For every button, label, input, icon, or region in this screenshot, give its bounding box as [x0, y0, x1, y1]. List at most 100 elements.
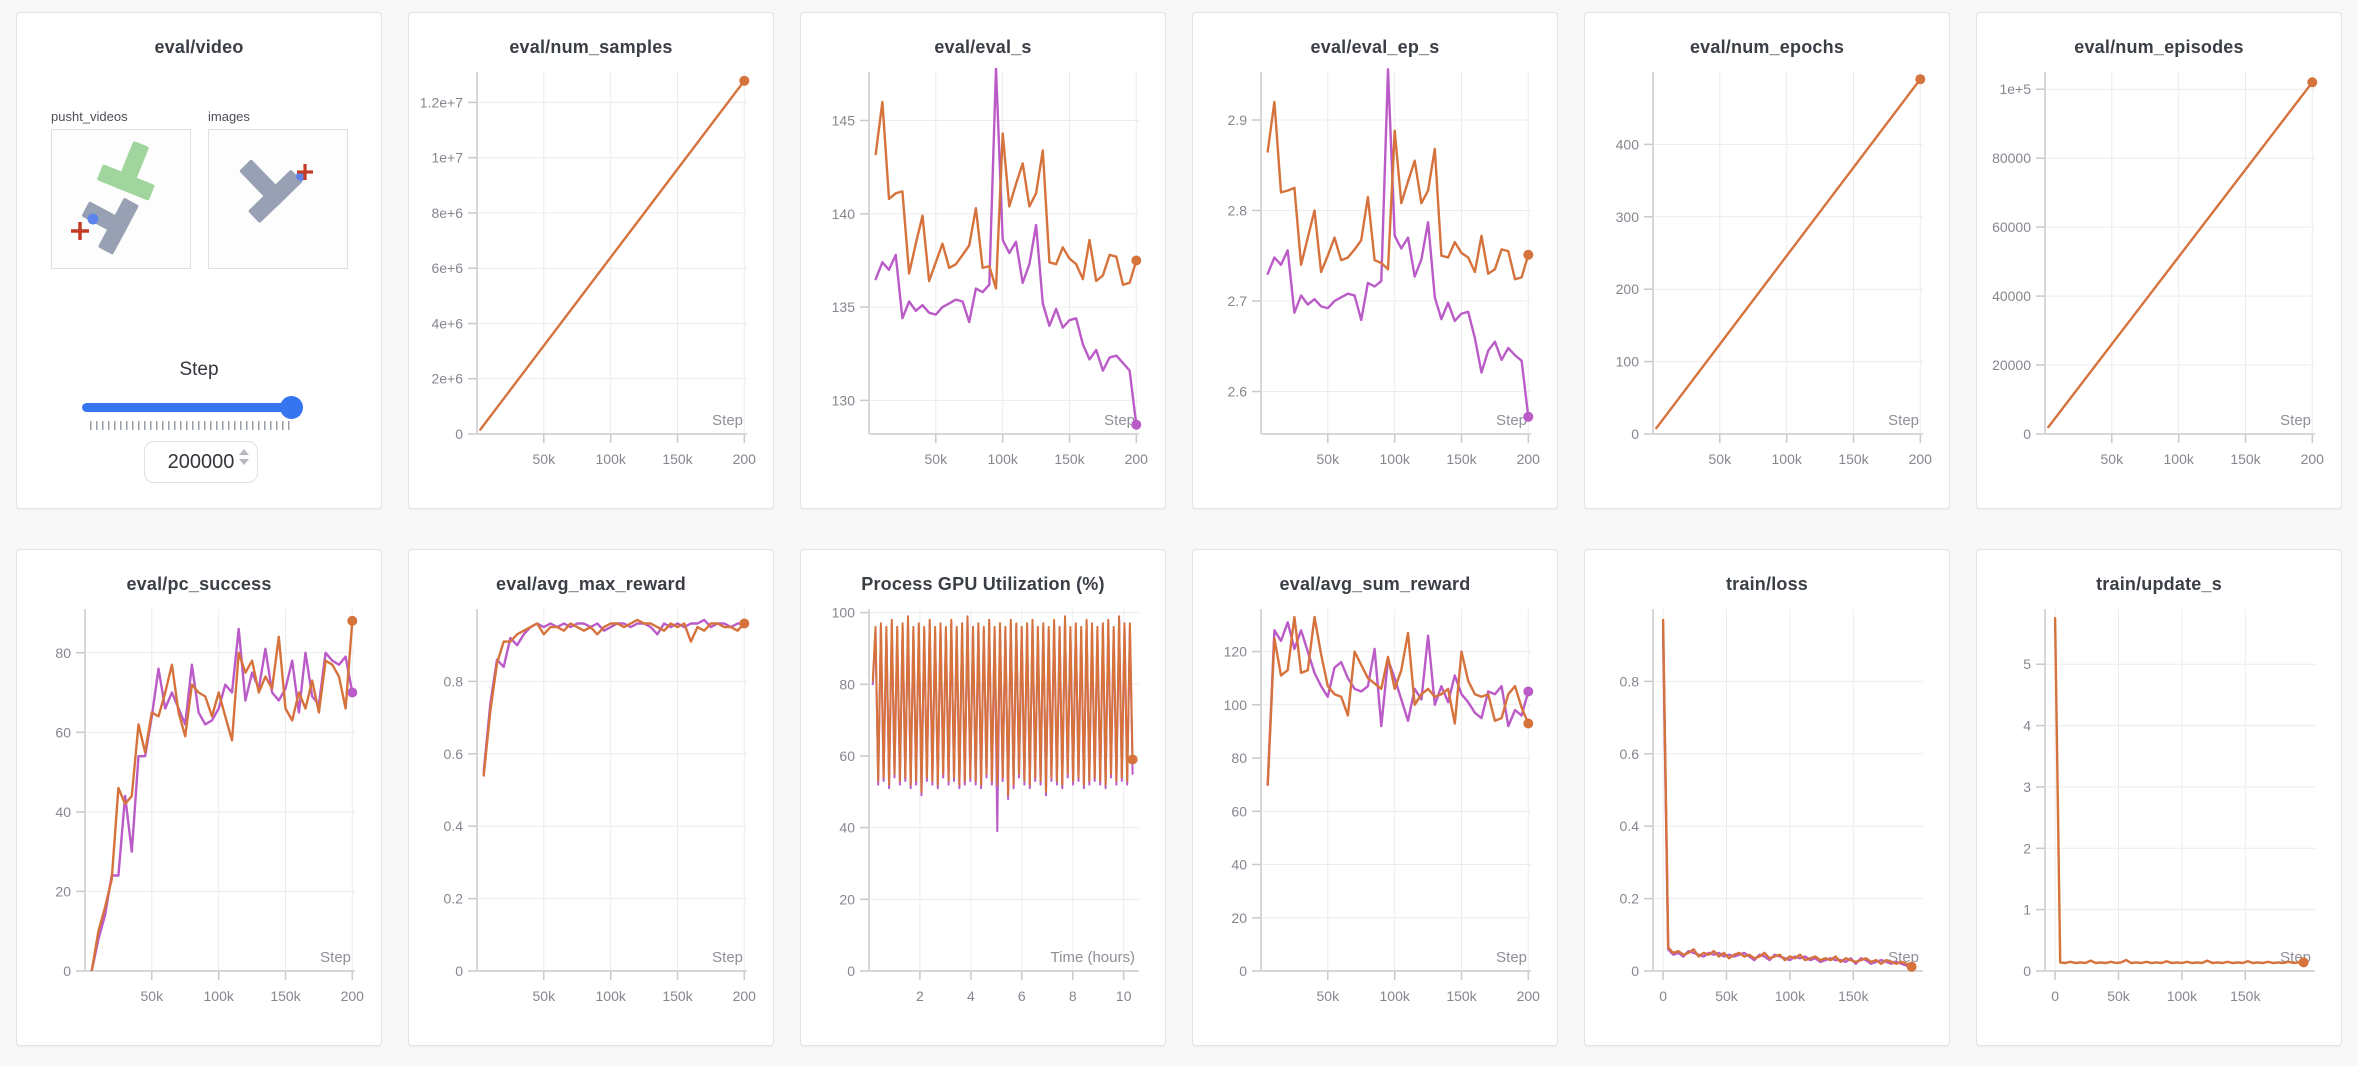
- step-slider[interactable]: [82, 403, 302, 412]
- chart-eval-num-episodes[interactable]: 0 20000 40000 60000 80000 1e+5 50k 100k 150k 200 S…: [1989, 62, 2329, 482]
- svg-text:100k: 100k: [988, 451, 1019, 467]
- svg-text:0.2: 0.2: [444, 891, 464, 907]
- panel-eval-avg-sum-reward[interactable]: eval/avg_sum_reward 0 20 40 60 80 100 120 50k 10…: [1192, 549, 1558, 1046]
- chart-eval-pc-success[interactable]: 0 20 40 60 80 50k 100k 150k 200 Step: [29, 599, 369, 1019]
- svg-text:2: 2: [2023, 840, 2031, 856]
- svg-text:4: 4: [2023, 718, 2031, 734]
- svg-text:Step: Step: [712, 949, 743, 966]
- panel-eval-num-episodes[interactable]: eval/num_episodes 0 20000 40000 60000 80000 1…: [1976, 12, 2342, 509]
- svg-text:200: 200: [2301, 451, 2325, 467]
- chart-eval-num-epochs[interactable]: 0 100 200 300 400 50k 100k 150k 200 Step: [1597, 62, 1937, 482]
- svg-text:130: 130: [832, 392, 856, 408]
- panel-eval-num-samples[interactable]: eval/num_samples 0 2e+6 4e+6 6e+6 8e+6 1e+7 1.…: [408, 12, 774, 509]
- svg-text:150k: 150k: [662, 451, 693, 467]
- svg-text:10: 10: [1116, 988, 1132, 1004]
- panel-train-update-s[interactable]: train/update_s 0 1 2 3 4 5 0 50k 100k 150k Step: [1976, 549, 2342, 1046]
- panel-eval-eval-ep-s[interactable]: eval/eval_ep_s 2.6 2.7 2.8 2.9 50k 100k 150k 20…: [1192, 12, 1558, 509]
- svg-text:50k: 50k: [1317, 988, 1341, 1004]
- chart-eval-avg-sum-reward[interactable]: 0 20 40 60 80 100 120 50k 100k 150k 200 Step: [1205, 599, 1545, 1019]
- step-input-spinner[interactable]: [239, 449, 249, 465]
- video-thumbnail-images[interactable]: [208, 129, 348, 269]
- svg-text:150k: 150k: [662, 988, 693, 1004]
- svg-text:200: 200: [733, 988, 757, 1004]
- pusht-scene-image: [71, 141, 155, 255]
- svg-text:Step: Step: [1888, 412, 1919, 429]
- svg-text:200: 200: [1909, 451, 1933, 467]
- chart-eval-num-samples[interactable]: 0 2e+6 4e+6 6e+6 8e+6 1e+7 1.2e+7 50k 100k 150k 20…: [421, 62, 761, 482]
- svg-text:0: 0: [2023, 426, 2031, 442]
- svg-text:200: 200: [1517, 988, 1541, 1004]
- panel-eval-video[interactable]: eval/video pusht_videos images: [16, 12, 382, 509]
- svg-text:150k: 150k: [1054, 451, 1085, 467]
- chart-eval-eval-ep-s[interactable]: 2.6 2.7 2.8 2.9 50k 100k 150k 200 Step: [1205, 62, 1545, 482]
- svg-text:60000: 60000: [1992, 219, 2031, 235]
- svg-text:80: 80: [1231, 750, 1247, 766]
- svg-text:0.4: 0.4: [1620, 818, 1640, 834]
- panel-train-loss[interactable]: train/loss 0 0.2 0.4 0.6 0.8 0 50k 100k 150k Step: [1584, 549, 1950, 1046]
- chart-title: eval/pc_success: [126, 574, 272, 594]
- svg-text:300: 300: [1616, 209, 1640, 225]
- svg-text:50k: 50k: [141, 988, 165, 1004]
- svg-text:20: 20: [839, 891, 855, 907]
- chart-title: eval/eval_ep_s: [1310, 37, 1440, 57]
- panel-eval-num-epochs[interactable]: eval/num_epochs 0 100 200 300 400 50k 100k 150k…: [1584, 12, 1950, 509]
- svg-text:20000: 20000: [1992, 357, 2031, 373]
- svg-text:150k: 150k: [1446, 451, 1477, 467]
- svg-text:1: 1: [2023, 902, 2031, 918]
- svg-text:40000: 40000: [1992, 288, 2031, 304]
- chart-eval-eval-s[interactable]: 130 135 140 145 50k 100k 150k 200 Step: [813, 62, 1153, 482]
- chart-process-gpu-utilization[interactable]: 0 20 40 60 80 100 2 4 6 8 10 Time (hours): [813, 599, 1153, 1019]
- svg-text:0: 0: [63, 963, 71, 979]
- svg-text:2.9: 2.9: [1228, 112, 1248, 128]
- svg-text:60: 60: [1231, 803, 1247, 819]
- svg-text:1e+7: 1e+7: [431, 150, 463, 166]
- svg-text:2.6: 2.6: [1228, 384, 1248, 400]
- svg-text:100k: 100k: [204, 988, 235, 1004]
- svg-text:150k: 150k: [1838, 988, 1869, 1004]
- chart-title: Process GPU Utilization (%): [861, 574, 1105, 594]
- panel-eval-eval-s[interactable]: eval/eval_s 130 135 140 145 50k 100k 150k 200 St…: [800, 12, 1166, 509]
- pusht-scene-image: [239, 159, 313, 223]
- slider-tick-marks: [90, 421, 290, 430]
- media-key-label-images: images: [208, 109, 250, 124]
- svg-text:50k: 50k: [2101, 451, 2125, 467]
- svg-text:50k: 50k: [533, 988, 557, 1004]
- svg-text:8: 8: [1069, 988, 1077, 1004]
- video-thumbnail-pusht-videos[interactable]: [51, 129, 191, 269]
- chart-title: eval/avg_sum_reward: [1279, 574, 1471, 594]
- svg-text:200: 200: [733, 451, 757, 467]
- panel-eval-avg-max-reward[interactable]: eval/avg_max_reward 0 0.2 0.4 0.6 0.8 50k 100k…: [408, 549, 774, 1046]
- chart-title: eval/eval_s: [934, 37, 1032, 57]
- svg-text:4: 4: [967, 988, 975, 1004]
- svg-text:100k: 100k: [596, 451, 627, 467]
- panel-eval-pc-success[interactable]: eval/pc_success 0 20 40 60 80 50k 100k 150k 200 S…: [16, 549, 382, 1046]
- svg-text:0: 0: [2023, 963, 2031, 979]
- svg-text:0.8: 0.8: [1620, 673, 1640, 689]
- svg-text:100: 100: [832, 605, 856, 621]
- svg-text:100k: 100k: [1380, 451, 1411, 467]
- svg-text:100k: 100k: [1775, 988, 1806, 1004]
- svg-text:135: 135: [832, 299, 856, 315]
- svg-text:2: 2: [916, 988, 924, 1004]
- chart-title: eval/num_epochs: [1689, 37, 1845, 57]
- svg-text:Step: Step: [1496, 949, 1527, 966]
- svg-text:80: 80: [839, 676, 855, 692]
- step-value: 200000: [167, 450, 235, 473]
- svg-text:50k: 50k: [533, 451, 557, 467]
- step-number-input[interactable]: 200000: [144, 441, 258, 483]
- panel-process-gpu-utilization[interactable]: Process GPU Utilization (%) 0 20 40 60 80 100…: [800, 549, 1166, 1046]
- svg-text:0.2: 0.2: [1620, 891, 1640, 907]
- svg-text:140: 140: [832, 206, 856, 222]
- chart-eval-avg-max-reward[interactable]: 0 0.2 0.4 0.6 0.8 50k 100k 150k 200 Step: [421, 599, 761, 1019]
- svg-text:80: 80: [55, 645, 71, 661]
- chart-title: eval/num_samples: [509, 37, 673, 57]
- svg-text:0.4: 0.4: [444, 818, 464, 834]
- svg-text:150k: 150k: [1446, 988, 1477, 1004]
- chart-title: train/update_s: [2096, 574, 2222, 594]
- svg-text:100k: 100k: [2164, 451, 2195, 467]
- svg-text:100k: 100k: [1380, 988, 1411, 1004]
- step-slider-thumb[interactable]: [280, 396, 303, 419]
- svg-text:Time (hours): Time (hours): [1051, 949, 1135, 966]
